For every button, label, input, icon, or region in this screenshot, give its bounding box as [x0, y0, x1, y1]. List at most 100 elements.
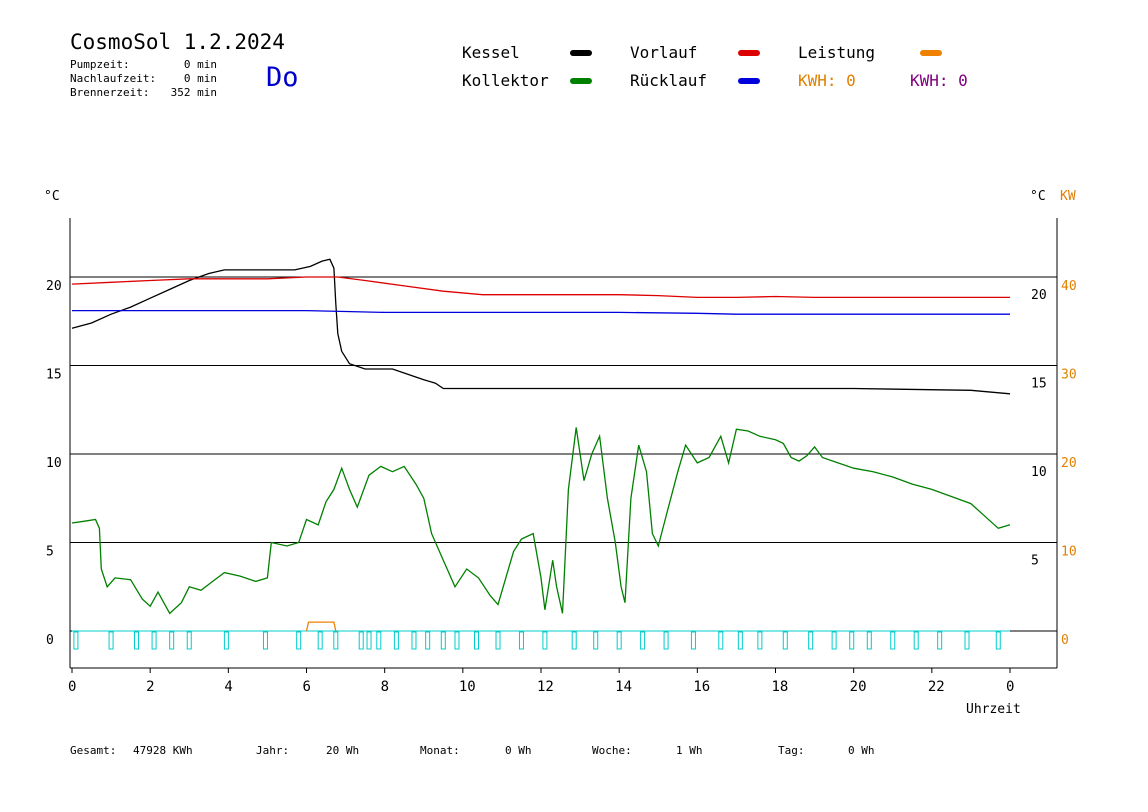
footer-value: 0 Wh: [505, 744, 532, 757]
y-tick-label-kw: 30: [1061, 368, 1077, 383]
pump-pulse: [616, 631, 622, 650]
pump-pulse: [366, 631, 372, 650]
weekday-label: Do: [266, 62, 299, 93]
pump-pulse: [393, 631, 399, 650]
pump-pulse: [518, 631, 524, 650]
pump-pulse: [913, 631, 919, 650]
x-tick-label: 8: [381, 679, 389, 695]
x-tick-label: 14: [615, 679, 632, 695]
series-kollektor: [71, 427, 1011, 615]
pump-pulse: [376, 631, 382, 650]
pump-pulse: [542, 631, 548, 650]
legend-swatch-leistung: [920, 50, 942, 56]
y-tick-label-kw: 40: [1061, 279, 1077, 294]
stat-value: 0 min: [183, 72, 217, 85]
footer-label: Monat:: [420, 744, 460, 757]
legend-label-kessel: Kessel: [462, 43, 520, 62]
app-title: CosmoSol 1.2.2024: [70, 30, 285, 54]
footer-label: Gesamt:: [70, 744, 117, 757]
pump-pulse: [223, 631, 229, 650]
y-tick-label-left: 15: [46, 368, 62, 383]
y-tick-label-right: 15: [1031, 377, 1047, 392]
pump-pulse: [808, 631, 814, 650]
y-tick-label-left: 0: [46, 633, 54, 648]
pump-pulse: [593, 631, 599, 650]
pump-pulse: [169, 631, 175, 650]
legend-swatch-ruecklauf: [738, 78, 760, 84]
pump-pulse: [757, 631, 763, 650]
legend-label-vorlauf: Vorlauf: [630, 43, 698, 62]
footer-label: Jahr:: [256, 744, 290, 757]
pump-pulse: [495, 631, 501, 650]
pump-pulse: [849, 631, 855, 650]
y-tick-label-left: 20: [46, 279, 62, 294]
x-tick-label: 0: [1006, 679, 1014, 695]
series-kessel: [71, 258, 1011, 395]
pump-pulse: [411, 631, 417, 650]
y-tick-label-kw: 0: [1061, 633, 1069, 648]
legend-label-kollektor: Kollektor: [462, 71, 549, 90]
footer-label: Woche:: [592, 744, 632, 757]
pump-pulse: [186, 631, 192, 650]
series-vorlauf: [71, 276, 1010, 299]
x-tick-label: 6: [303, 679, 311, 695]
pump-pulse: [108, 631, 114, 650]
x-tick-label: 2: [146, 679, 154, 695]
x-axis-label: Uhrzeit: [966, 702, 1021, 717]
footer-value: 20 Wh: [326, 744, 360, 757]
pump-pulse: [151, 631, 157, 650]
pump-pulse: [474, 631, 480, 650]
right-axis-unit-kw: KW: [1060, 189, 1076, 204]
legend-swatch-kessel: [570, 50, 592, 56]
footer-value: 1 Wh: [676, 744, 703, 757]
stat-value: 352 min: [170, 86, 217, 99]
x-tick-label: 10: [459, 679, 476, 695]
pump-pulse: [571, 631, 577, 650]
x-tick-label: 0: [68, 679, 76, 695]
pump-pulse: [718, 631, 724, 650]
pump-pulse: [73, 631, 79, 650]
left-axis-unit: °C: [44, 189, 60, 204]
pump-pulse: [133, 631, 139, 650]
pump-pulse: [866, 631, 872, 650]
footer-value: 0 Wh: [848, 744, 875, 757]
right-axis-unit: °C: [1030, 189, 1046, 204]
pump-pulse: [296, 631, 302, 650]
y-tick-label-right: 20: [1031, 288, 1047, 303]
pump-pulse: [663, 631, 669, 650]
legend-swatch-vorlauf: [738, 50, 760, 56]
stat-value: 0 min: [183, 58, 217, 71]
pump-pulse: [358, 631, 364, 650]
y-tick-label-right: 10: [1031, 465, 1047, 480]
pump-pulse: [937, 631, 943, 650]
x-tick-label: 16: [693, 679, 710, 695]
legend-label-ruecklauf: Rücklauf: [630, 71, 708, 90]
pump-pulse: [831, 631, 837, 650]
x-tick-label: 18: [772, 679, 789, 695]
x-tick-label: 12: [537, 679, 554, 695]
pump-pulse: [995, 631, 1001, 650]
y-tick-label-left: 10: [46, 456, 62, 471]
series-leistung: [305, 621, 337, 632]
stat-label: Pumpzeit:: [70, 58, 130, 71]
y-tick-label-right: 5: [1031, 554, 1039, 569]
pump-pulse: [454, 631, 460, 650]
pump-pulse: [440, 631, 446, 650]
pump-pulse: [690, 631, 696, 650]
legend-swatch-kollektor: [570, 78, 592, 84]
legend-label-leistung: Leistung: [798, 43, 876, 62]
y-tick-label-kw: 20: [1061, 456, 1077, 471]
x-tick-label: 22: [928, 679, 945, 695]
pump-pulse: [333, 631, 339, 650]
x-tick-label: 4: [224, 679, 232, 695]
pump-pulse: [262, 631, 268, 650]
x-tick-label: 20: [850, 679, 867, 695]
pump-pulse: [890, 631, 896, 650]
stat-label: Brennerzeit:: [70, 86, 150, 99]
pump-pulse: [425, 631, 431, 650]
kwh-counter-1: KWH: 0: [798, 71, 856, 90]
footer-label: Tag:: [778, 744, 805, 757]
kwh-counter-2: KWH: 0: [910, 71, 968, 90]
footer-value: 47928 KWh: [133, 744, 193, 757]
